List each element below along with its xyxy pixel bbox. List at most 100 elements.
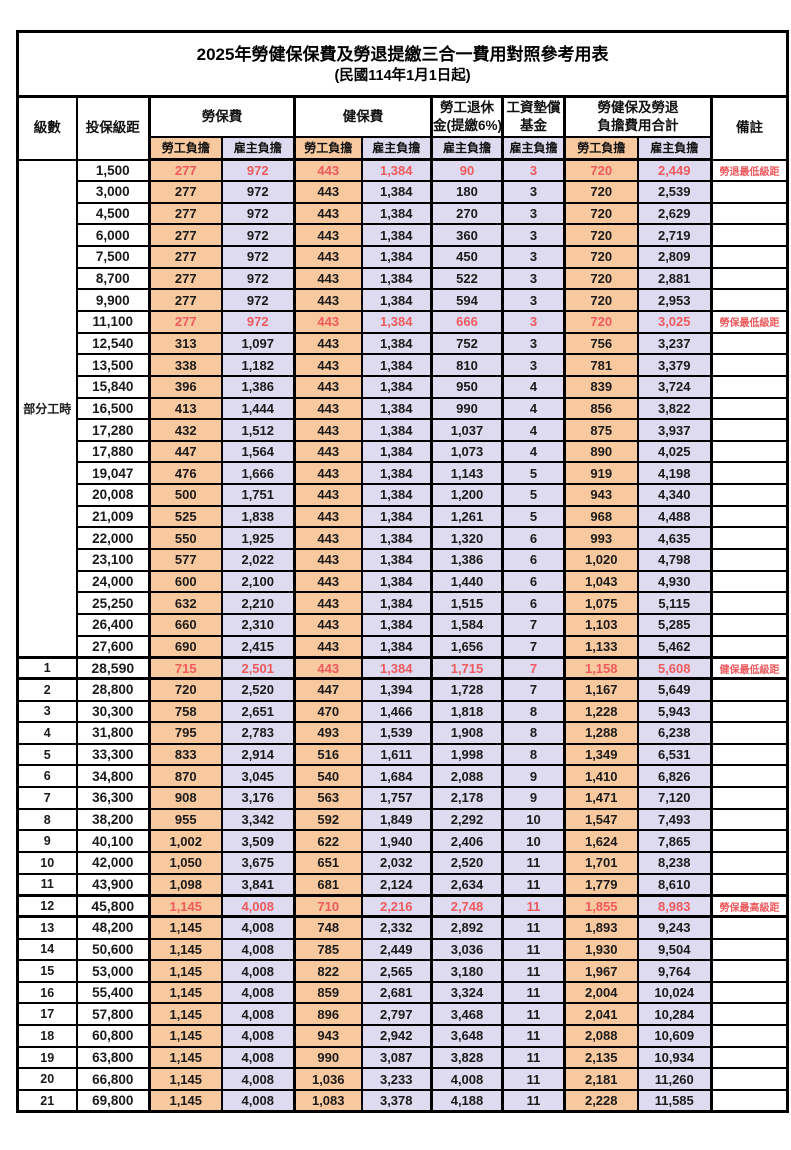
remark-cell [710,374,789,399]
value-cell: 972 [220,180,296,204]
value-cell: 3,724 [636,374,713,399]
value-cell: 7,493 [636,807,713,832]
spreadsheet-page: 2025年勞健保保費及勞退提繳三合一費用對照參考用表 (民國114年1月1日起)… [0,30,791,1150]
value-cell: 1,751 [220,483,296,507]
remark-cell [710,764,789,789]
value-cell: 3 [501,310,566,334]
value-cell: 277 [148,310,223,334]
value-cell: 2,088 [563,1024,639,1048]
value-cell: 1,200 [430,483,504,507]
value-cell: 4,008 [220,1002,296,1027]
value-cell: 1,002 [148,829,223,853]
value-cell: 1,384 [360,158,433,183]
value-cell: 3,233 [360,1067,433,1092]
level-cell: 21 [16,1089,78,1113]
table-row: 4,500 277 972 443 1,384 270 3 720 2,629 [18,201,789,226]
value-cell: 447 [293,677,363,702]
value-cell: 7 [501,634,566,659]
value-cell: 443 [293,288,363,312]
value-cell: 7,865 [636,829,713,853]
remark-cell [710,829,789,853]
remark-cell [710,461,789,486]
value-cell: 11 [501,872,566,897]
value-cell: 443 [293,158,363,183]
value-cell: 7 [501,655,566,681]
level-cell: 11 [16,872,78,897]
value-cell: 540 [293,764,363,789]
value-cell: 1,043 [563,569,639,594]
value-cell: 470 [293,699,363,724]
value-cell: 2,088 [430,764,504,789]
value-cell: 1,930 [563,937,639,962]
value-cell: 443 [293,461,363,486]
remark-cell [710,266,789,291]
value-cell: 413 [148,396,223,421]
value-cell: 839 [563,374,639,399]
remark-cell [710,353,789,377]
value-cell: 943 [563,483,639,507]
value-cell: 443 [293,201,363,226]
value-cell: 2,520 [430,851,504,875]
bracket-cell: 57,800 [75,1002,151,1027]
bracket-cell: 21,009 [75,504,151,529]
col-header-total: 勞健保及勞退 負擔費用合計 [563,95,713,138]
table-row: 12 45,800 1,145 4,008 710 2,216 2,748 11 1,855 8,… [16,893,789,919]
value-cell: 1,143 [430,461,504,486]
value-cell: 313 [148,331,223,356]
value-cell: 990 [293,1045,363,1070]
value-cell: 10 [501,829,566,853]
value-cell: 1,020 [563,548,639,572]
value-cell: 1,466 [360,699,433,724]
value-cell: 2,539 [636,180,713,204]
value-cell: 8 [501,721,566,745]
remark-cell [710,612,789,637]
bracket-cell: 15,840 [75,374,151,399]
level-cell: 20 [16,1067,78,1092]
bracket-cell: 9,900 [75,288,151,312]
value-cell: 781 [563,353,639,377]
remark-cell [710,483,789,507]
value-cell: 1,145 [148,1002,223,1027]
value-cell: 1,849 [360,807,433,832]
bracket-cell: 4,500 [75,201,151,226]
value-cell: 720 [563,288,639,312]
value-cell: 710 [293,893,363,919]
value-cell: 1,228 [563,699,639,724]
value-cell: 758 [148,699,223,724]
bracket-cell: 42,000 [75,851,151,875]
remark-cell [710,1024,789,1048]
bracket-cell: 3,000 [75,180,151,204]
sub-header-row: 勞工負擔 雇主負擔 勞工負擔 雇主負擔 雇主負擔 雇主負擔 勞工負擔 雇主負擔 [18,136,788,161]
value-cell: 443 [293,655,363,681]
value-cell: 1,037 [430,418,504,442]
value-cell: 277 [148,245,223,269]
value-cell: 720 [563,201,639,226]
value-cell: 1,384 [360,180,433,204]
value-cell: 443 [293,245,363,269]
level-cell: 16 [16,980,78,1005]
value-cell: 3,828 [430,1045,504,1070]
value-cell: 856 [563,396,639,421]
value-cell: 1,145 [148,1045,223,1070]
value-cell: 3,342 [220,807,296,832]
value-cell: 955 [148,807,223,832]
bracket-cell: 66,800 [75,1067,151,1092]
value-cell: 1,133 [563,634,639,659]
table-row: 17,280 432 1,512 443 1,384 1,037 4 875 3,937 [18,418,789,442]
value-cell: 443 [293,634,363,659]
level-cell: 9 [16,829,78,853]
value-cell: 1,701 [563,851,639,875]
value-cell: 9 [501,764,566,789]
value-cell: 443 [293,526,363,551]
value-cell: 1,728 [430,677,504,702]
remark-cell [710,331,789,356]
value-cell: 443 [293,612,363,637]
bracket-cell: 43,900 [75,872,151,897]
value-cell: 277 [148,201,223,226]
value-cell: 11 [501,1002,566,1027]
value-cell: 972 [220,288,296,312]
value-cell: 972 [220,310,296,334]
value-cell: 4,008 [220,1089,296,1113]
value-cell: 443 [293,310,363,334]
value-cell: 651 [293,851,363,875]
